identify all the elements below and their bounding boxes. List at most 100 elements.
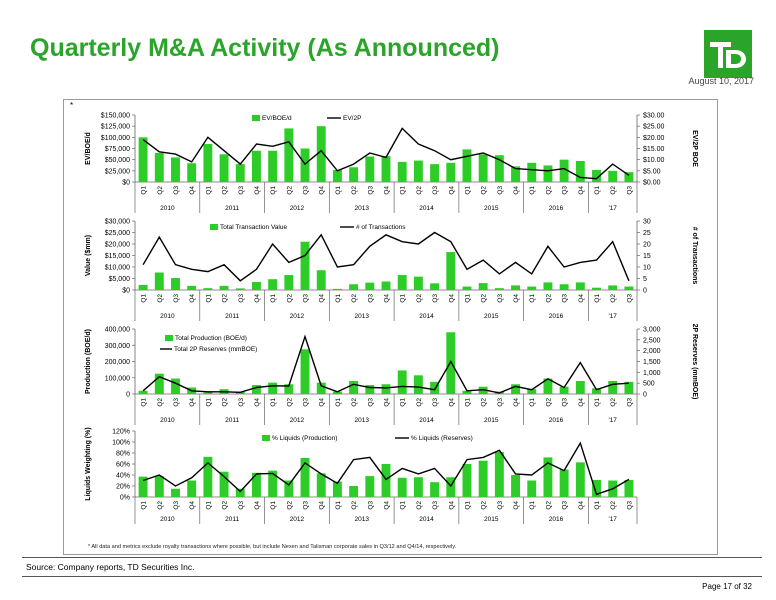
- quarter-label: Q1: [141, 186, 148, 195]
- quarter-label: Q2: [222, 186, 229, 195]
- year-label: 2013: [354, 417, 369, 424]
- bar: [171, 278, 180, 290]
- quarter-label: Q2: [545, 186, 552, 195]
- y-tick-label: $125,000: [101, 124, 130, 131]
- quarter-label: Q2: [286, 501, 293, 510]
- quarter-label: Q1: [270, 501, 277, 510]
- bar: [171, 488, 180, 497]
- quarter-label: Q4: [254, 186, 261, 195]
- quarter-label: Q2: [416, 398, 423, 407]
- y2-tick-label: 10: [643, 265, 651, 272]
- bar: [300, 457, 310, 497]
- year-label: 2014: [419, 313, 434, 320]
- quarter-label: Q3: [432, 294, 439, 303]
- year-label: 2016: [549, 516, 564, 523]
- bar: [349, 486, 359, 497]
- quarter-label: Q1: [594, 186, 601, 195]
- quarter-label: Q2: [610, 501, 617, 510]
- y-axis-title: Liquids Weighting (%): [85, 427, 92, 500]
- bar: [300, 349, 310, 394]
- bar: [624, 286, 634, 290]
- quarter-label: Q2: [286, 398, 293, 407]
- quarter-label: Q3: [497, 501, 504, 510]
- bar: [446, 252, 456, 290]
- year-label: 2016: [549, 313, 564, 320]
- bar: [154, 476, 164, 497]
- quarter-label: Q1: [464, 294, 471, 303]
- bar: [381, 384, 391, 394]
- year-label: 2016: [549, 417, 564, 424]
- bar: [268, 150, 278, 182]
- y2-tick-label: 2,500: [643, 337, 661, 344]
- quarter-label: Q1: [141, 398, 148, 407]
- quarter-label: Q4: [513, 294, 520, 303]
- y2-tick-label: 1,000: [643, 370, 661, 377]
- y-tick-label: $0: [122, 180, 130, 187]
- bar: [527, 286, 537, 290]
- quarter-label: Q2: [157, 501, 164, 510]
- td-logo: [704, 30, 752, 78]
- quarter-label: Q2: [481, 501, 488, 510]
- bar: [235, 164, 245, 182]
- y2-tick-label: 500: [643, 381, 655, 388]
- quarter-label: Q3: [626, 186, 633, 195]
- quarter-label: Q4: [319, 294, 326, 303]
- quarter-label: Q4: [319, 398, 326, 407]
- bar: [624, 381, 634, 394]
- quarter-label: Q4: [254, 294, 261, 303]
- quarter-label: Q4: [578, 294, 585, 303]
- bar: [268, 470, 278, 497]
- bar: [527, 480, 537, 497]
- bar: [381, 156, 391, 182]
- bar: [138, 284, 148, 290]
- quarter-label: Q3: [367, 294, 374, 303]
- quarter-label: Q4: [189, 294, 196, 303]
- quarter-label: Q2: [286, 294, 293, 303]
- quarter-label: Q4: [254, 398, 261, 407]
- bar: [171, 157, 180, 182]
- quarter-label: Q2: [481, 294, 488, 303]
- quarter-label: Q3: [626, 398, 633, 407]
- year-label: 2012: [290, 205, 305, 212]
- quarter-label: Q1: [141, 294, 148, 303]
- quarter-label: Q1: [400, 294, 407, 303]
- bar: [608, 381, 618, 394]
- y2-axis-title: 2P Reserves (mmBOE): [691, 324, 698, 400]
- y-axis-title: EV/BOE/d: [85, 132, 92, 165]
- y-tick-label: $10,000: [105, 265, 130, 272]
- year-label: '17: [608, 516, 617, 523]
- bar: [511, 166, 521, 182]
- bar: [608, 170, 618, 182]
- y2-tick-label: $30.00: [643, 113, 665, 120]
- quarter-label: Q1: [335, 186, 342, 195]
- quarter-label: Q3: [238, 186, 245, 195]
- quarter-label: Q1: [335, 501, 342, 510]
- bar: [494, 288, 504, 290]
- year-label: 2015: [484, 516, 499, 523]
- quarter-label: Q4: [384, 186, 391, 195]
- y-axis-title: Production (BOE/d): [85, 329, 92, 394]
- bar: [527, 162, 537, 182]
- bar: [543, 378, 553, 394]
- bar: [365, 156, 375, 182]
- quarter-label: Q2: [545, 501, 552, 510]
- bar: [381, 464, 391, 497]
- quarter-label: Q1: [205, 501, 212, 510]
- y-tick-label: 300,000: [105, 343, 130, 350]
- y-tick-label: $100,000: [101, 135, 130, 142]
- quarter-label: Q1: [594, 501, 601, 510]
- quarter-label: Q2: [222, 294, 229, 303]
- quarter-label: Q2: [157, 398, 164, 407]
- quarter-label: Q2: [416, 294, 423, 303]
- quarter-label: Q4: [189, 501, 196, 510]
- quarter-label: Q2: [222, 398, 229, 407]
- bar: [413, 375, 423, 394]
- quarter-label: Q3: [562, 398, 569, 407]
- legend-bar-swatch: [252, 115, 260, 121]
- y-tick-label: $50,000: [105, 157, 130, 164]
- bar: [171, 378, 180, 394]
- y-tick-label: 120%: [112, 429, 130, 436]
- legend-label: % Liquids (Reserves): [411, 435, 473, 442]
- y-tick-label: $25,000: [105, 230, 130, 237]
- bar: [559, 284, 569, 290]
